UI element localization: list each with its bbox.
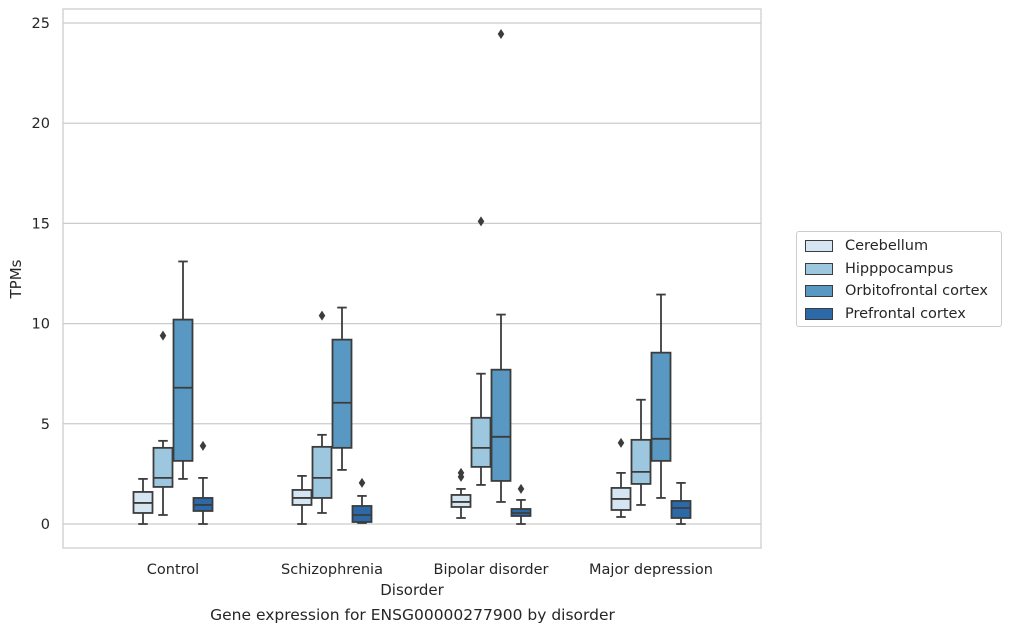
box-marks	[132, 29, 692, 525]
outlier-point	[457, 467, 465, 478]
box-hipppocampus	[311, 310, 333, 514]
legend-item: Orbitofrontal cortex	[805, 281, 988, 301]
y-tick-label: 15	[32, 216, 50, 232]
box-iqr	[470, 416, 492, 468]
outlier-point	[159, 330, 167, 341]
box-iqr	[172, 318, 194, 462]
outlier-point	[358, 477, 366, 488]
box-prefrontal-cortex	[670, 482, 692, 525]
box-cerebellum	[132, 478, 154, 525]
box-cerebellum	[291, 475, 313, 525]
x-tick-label: Major depression	[589, 562, 713, 578]
legend-label: Prefrontal cortex	[845, 305, 966, 322]
box-iqr	[152, 446, 174, 488]
outlier-point	[617, 437, 625, 448]
box-iqr	[450, 494, 472, 508]
legend-label: Cerebellum	[845, 238, 929, 254]
legend-label: Orbitofrontal cortex	[845, 283, 988, 299]
legend-swatch	[805, 307, 833, 320]
x-tick-label: Bipolar disorder	[434, 562, 549, 578]
outlier-point	[477, 216, 485, 227]
box-iqr	[670, 500, 692, 519]
box-orbitofrontal-cortex	[172, 260, 194, 480]
legend-label: Hipppocampus	[845, 260, 954, 277]
outlier-point	[497, 29, 505, 40]
box-hipppocampus	[630, 398, 652, 506]
y-tick-label: 20	[32, 116, 50, 132]
box-iqr	[331, 338, 353, 449]
outlier-point	[318, 310, 326, 321]
box-prefrontal-cortex	[192, 440, 214, 525]
x-tick-label: Control	[147, 562, 199, 578]
x-tick-label: Schizophrenia	[281, 562, 383, 578]
x-axis-label: Disorder	[380, 581, 444, 599]
legend-item: Hipppocampus	[805, 259, 953, 279]
legend-swatch	[805, 240, 833, 252]
box-prefrontal-cortex	[510, 483, 532, 525]
y-tick-labels: 0 5 10 15 20 25	[32, 16, 50, 533]
box-orbitofrontal-cortex	[331, 306, 353, 471]
box-iqr	[351, 505, 373, 523]
box-cerebellum	[610, 437, 632, 518]
box-orbitofrontal-cortex	[650, 293, 672, 499]
outlier-point	[517, 483, 525, 494]
box-cerebellum	[450, 467, 472, 519]
box-orbitofrontal-cortex	[490, 29, 512, 503]
box-hipppocampus	[152, 330, 174, 516]
legend-swatch	[805, 262, 833, 275]
figure-caption: Gene expression for ENSG00000277900 by d…	[210, 606, 615, 624]
y-tick-label: 5	[41, 417, 50, 433]
legend-item: Prefrontal cortex	[805, 304, 966, 324]
box-iqr	[490, 368, 512, 482]
box-iqr	[630, 438, 652, 485]
legend: Cerebellum Hipppocampus Orbitofrontal cort…	[796, 231, 1002, 327]
legend-item: Cerebellum	[805, 236, 928, 256]
y-tick-label: 0	[41, 517, 50, 533]
legend-swatch	[805, 285, 833, 297]
box-prefrontal-cortex	[351, 477, 373, 524]
box-hipppocampus	[470, 216, 492, 486]
box-iqr	[650, 351, 672, 462]
y-tick-label: 25	[32, 16, 50, 32]
y-tick-label: 10	[32, 317, 50, 333]
outlier-point	[199, 440, 207, 451]
y-axis-label: TPMs	[7, 259, 25, 299]
box-iqr	[311, 445, 333, 499]
plot-frame	[62, 8, 762, 549]
x-tick-labels: Control Schizophrenia Bipolar disorder Majo…	[147, 562, 713, 578]
